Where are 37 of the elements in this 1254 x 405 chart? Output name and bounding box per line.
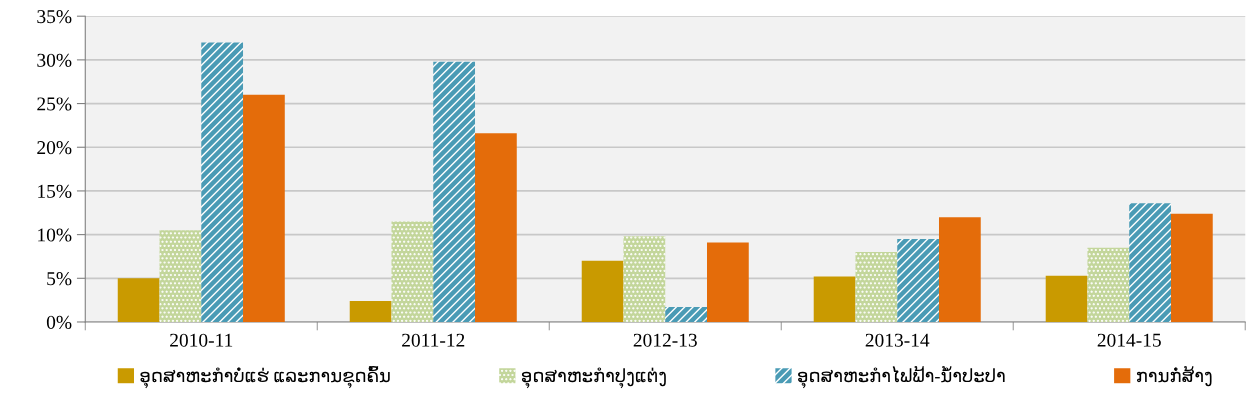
bar [813, 276, 856, 322]
bar [1170, 213, 1213, 322]
x-tick-label: 2013-14 [865, 333, 930, 347]
y-tick-label: 25% [37, 97, 72, 111]
bar [855, 252, 898, 322]
bar [117, 278, 160, 322]
legend-label: ອຸດສາຫະກຳບໍ່ແຮ່ ແລະການຂຸດຄົ້ນ [140, 365, 390, 389]
bar [1087, 247, 1130, 322]
y-tick-label: 5% [47, 272, 72, 286]
bar [897, 238, 939, 322]
bar [159, 230, 202, 322]
bar [349, 301, 392, 322]
bar [707, 242, 749, 322]
y-tick-label: 10% [38, 228, 72, 242]
x-tick-label: 2014-15 [1097, 333, 1161, 347]
y-tick-label: 30% [37, 53, 72, 67]
x-tick-label: 2011-12 [402, 333, 465, 347]
bar [391, 221, 434, 322]
legend-label: ອຸດສາຫະກຳປຸງແຕ່ງ [521, 367, 666, 389]
bar [665, 307, 708, 322]
bar [581, 260, 624, 322]
bar [475, 133, 517, 322]
y-tick-label: 0% [46, 315, 72, 329]
x-tick-label: 2010-11 [170, 333, 233, 347]
y-tick-label: 20% [37, 141, 72, 155]
bar [1129, 203, 1171, 322]
bar [1045, 275, 1088, 322]
bar [433, 61, 476, 322]
bar [939, 217, 981, 322]
legend-label: ການກໍ່ສ້າງ [1136, 365, 1212, 387]
y-tick-label: 15% [38, 184, 72, 198]
x-tick-label: 2012-13 [633, 333, 697, 347]
legend-label: ອຸດສາຫະກຳໄຟຟ້າ-ນ້ຳປະປາ [798, 365, 1005, 389]
y-tick-label: 35% [37, 10, 72, 24]
bar [201, 42, 244, 322]
bar [243, 94, 285, 322]
bar [623, 236, 666, 322]
